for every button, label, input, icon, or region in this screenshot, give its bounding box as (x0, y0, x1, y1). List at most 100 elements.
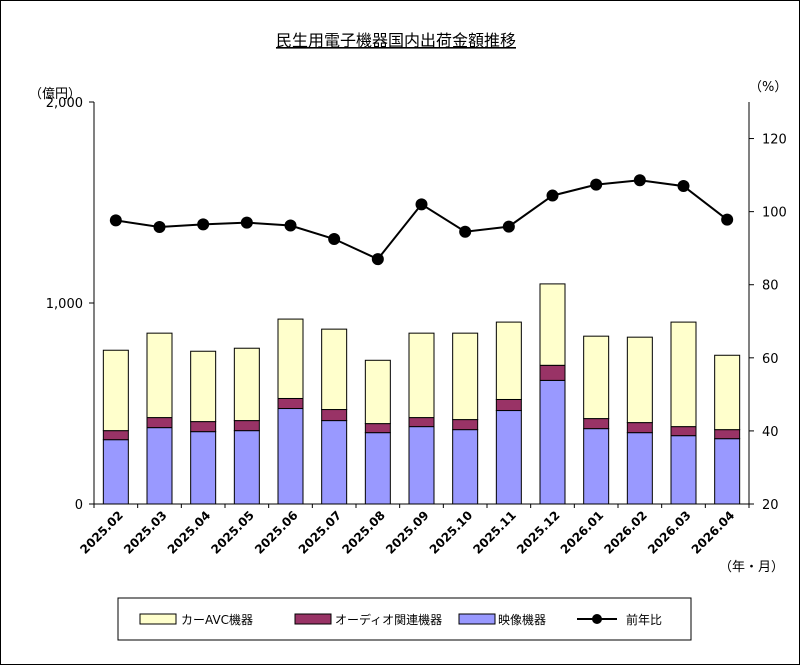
bar-car-avc (190, 350, 217, 423)
bar-car-avc (539, 283, 566, 366)
bar-audio (452, 419, 479, 431)
left-tick-label: 0 (75, 498, 83, 513)
legend-label: カーAVC機器 (181, 612, 253, 627)
bar-video (626, 432, 653, 505)
bar-video (190, 431, 217, 505)
bar-car-avc (146, 332, 173, 419)
plot-area: 01,0002,000204060801001202025.022025.032… (46, 96, 787, 557)
point-yoy (240, 216, 253, 229)
bar-car-avc (277, 318, 304, 399)
bar-audio (146, 417, 173, 429)
bar-car-avc (452, 332, 479, 421)
point-yoy (459, 225, 472, 238)
bar-video (102, 439, 129, 505)
x-tick-label: 2025.10 (427, 508, 476, 557)
bar-car-avc (364, 359, 391, 425)
bar-audio (714, 429, 741, 440)
x-tick-label: 2025.03 (121, 508, 170, 557)
x-tick-label: 2025.07 (296, 508, 345, 557)
x-tick-label: 2025.11 (470, 508, 519, 557)
x-tick-label: 2025.12 (514, 508, 563, 557)
point-yoy (153, 220, 166, 233)
bar-video (539, 379, 566, 505)
bar-car-avc (583, 335, 610, 420)
x-tick-label: 2025.09 (383, 508, 432, 557)
right-tick-label: 20 (762, 498, 779, 513)
bar-car-avc (670, 321, 697, 428)
bar-audio (364, 423, 391, 434)
x-axis-unit: （年・月） (719, 560, 784, 575)
x-tick-label: 2025.06 (252, 508, 301, 557)
bar-video (714, 438, 741, 505)
left-axis-unit: （億円） (29, 86, 81, 102)
point-yoy (371, 253, 384, 266)
bar-video (408, 426, 435, 505)
point-yoy (197, 218, 210, 231)
point-yoy (328, 233, 341, 246)
bar-audio (495, 398, 522, 412)
legend-swatch (139, 613, 177, 625)
right-tick-label: 80 (762, 279, 779, 294)
bar-car-avc (102, 349, 129, 432)
right-axis-unit: （%） (749, 80, 787, 95)
point-yoy (721, 213, 734, 226)
right-tick-label: 40 (762, 425, 779, 440)
legend-swatch (458, 613, 496, 625)
bar-car-avc (626, 336, 653, 424)
bar-audio (102, 430, 129, 441)
bar-audio (539, 364, 566, 381)
x-tick-label: 2025.02 (77, 508, 126, 557)
right-tick-label: 100 (762, 206, 787, 221)
bar-audio (408, 417, 435, 428)
bar-video (670, 435, 697, 505)
legend-label: 前年比 (626, 612, 662, 627)
point-yoy (502, 220, 515, 233)
bar-audio (670, 426, 697, 437)
right-tick-label: 120 (762, 133, 787, 148)
bar-audio (626, 422, 653, 434)
bar-car-avc (233, 347, 260, 422)
x-tick-label: 2025.04 (165, 508, 214, 557)
bar-car-avc (495, 321, 522, 400)
bar-audio (321, 409, 348, 422)
point-yoy (415, 198, 428, 211)
line-yoy (115, 179, 728, 261)
legend-label: オーディオ関連機器 (335, 612, 442, 627)
point-yoy (109, 214, 122, 227)
bar-car-avc (714, 354, 741, 431)
legend-label: 映像機器 (498, 612, 546, 627)
bar-audio (277, 397, 304, 410)
bar-video (452, 429, 479, 505)
bar-video (364, 432, 391, 505)
x-tick-label: 2026.03 (645, 508, 694, 557)
bar-video (321, 420, 348, 505)
point-yoy (677, 180, 690, 193)
bar-audio (583, 418, 610, 430)
chart-title: 民生用電子機器国内出荷金額推移 (276, 31, 516, 50)
x-tick-label: 2026.01 (558, 508, 607, 557)
bar-car-avc (321, 328, 348, 411)
left-tick-label: 1,000 (46, 297, 83, 312)
legend: カーAVC機器 オーディオ関連機器 映像機器 前年比 (117, 597, 692, 641)
bar-audio (233, 420, 260, 432)
legend-marker (592, 614, 602, 624)
point-yoy (590, 178, 603, 191)
x-tick-label: 2025.05 (208, 508, 257, 557)
point-yoy (633, 174, 646, 187)
bar-video (495, 410, 522, 505)
right-tick-label: 60 (762, 352, 779, 367)
x-tick-label: 2026.02 (601, 508, 650, 557)
bar-car-avc (408, 332, 435, 419)
point-yoy (546, 189, 559, 202)
point-yoy (284, 219, 297, 232)
bar-video (277, 408, 304, 505)
x-tick-label: 2025.08 (339, 508, 388, 557)
x-tick-label: 2026.04 (689, 508, 738, 557)
bar-video (146, 427, 173, 505)
bar-video (583, 428, 610, 505)
bar-audio (190, 421, 217, 433)
left-tick-label: 2,000 (46, 96, 83, 111)
bar-video (233, 430, 260, 505)
